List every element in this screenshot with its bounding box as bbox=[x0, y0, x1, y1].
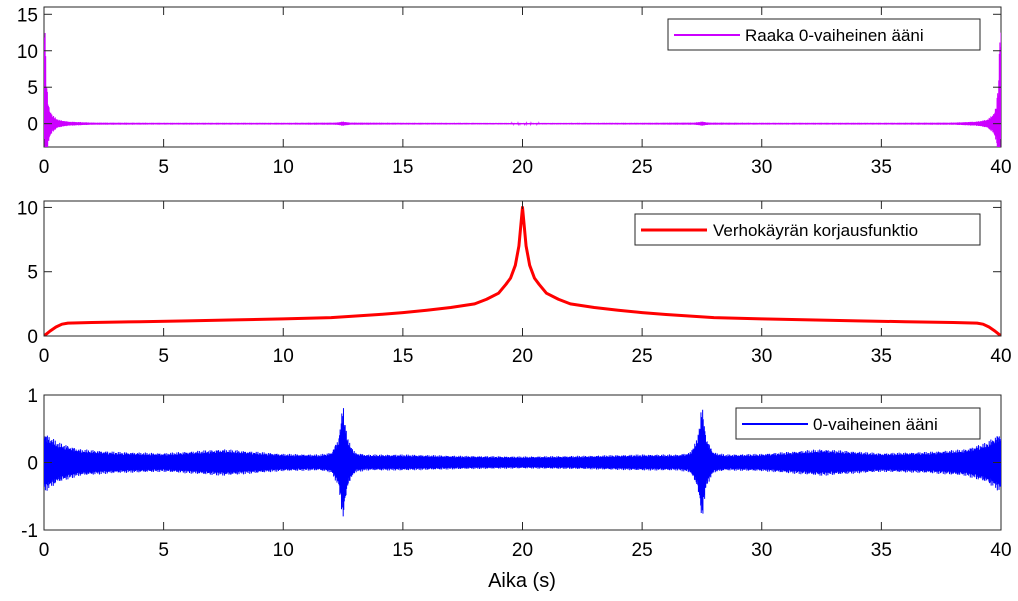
x-tick-label: 40 bbox=[990, 346, 1011, 367]
x-axis-label: Aika (s) bbox=[488, 570, 556, 592]
x-tick-label: 5 bbox=[158, 157, 169, 178]
series-line bbox=[44, 32, 1001, 147]
x-tick-label: 5 bbox=[158, 540, 169, 561]
x-tick-label: 0 bbox=[39, 540, 50, 561]
axis-ticks: 0 5 10 15 20 25 30 35 40 0 5 10 bbox=[17, 198, 1012, 367]
x-tick-label: 15 bbox=[392, 540, 413, 561]
x-tick-label: 20 bbox=[512, 346, 533, 367]
x-tick-label: 0 bbox=[39, 346, 50, 367]
y-tick-label: 5 bbox=[27, 263, 38, 284]
x-tick-label: 40 bbox=[990, 157, 1011, 178]
x-tick-label: 30 bbox=[751, 346, 772, 367]
legend: Verhokäyrän korjausfunktio bbox=[634, 213, 981, 246]
axis-ticks: 0 5 10 15 20 25 30 35 40-101 bbox=[21, 386, 1011, 561]
x-tick-label: 15 bbox=[392, 157, 413, 178]
x-tick-label: 10 bbox=[273, 540, 294, 561]
x-tick-label: 35 bbox=[871, 157, 892, 178]
y-tick-label: 10 bbox=[17, 42, 38, 63]
y-tick-label: 15 bbox=[17, 5, 38, 26]
subplot-raw-signal: 0 5 10 15 20 25 30 35 40 0 5 10 15 Raaka 0-vaiheinen… bbox=[17, 5, 1012, 178]
x-tick-label: 20 bbox=[512, 157, 533, 178]
subplot-zero-phase-signal: 0 5 10 15 20 25 30 35 40-101 Aika (s) 0-vaiheine… bbox=[21, 386, 1011, 592]
legend: Raaka 0-vaiheinen ääni bbox=[667, 18, 981, 51]
x-tick-label: 30 bbox=[751, 540, 772, 561]
x-tick-label: 0 bbox=[39, 157, 50, 178]
plot-area bbox=[44, 32, 1001, 147]
x-tick-label: 10 bbox=[273, 157, 294, 178]
x-tick-label: 25 bbox=[632, 346, 653, 367]
y-tick-label: -1 bbox=[21, 521, 38, 542]
x-tick-label: 40 bbox=[990, 540, 1011, 561]
y-tick-label: 0 bbox=[27, 115, 38, 136]
legend-label: Raaka 0-vaiheinen ääni bbox=[745, 26, 924, 45]
legend-label: 0-vaiheinen ääni bbox=[813, 415, 938, 434]
plot-area bbox=[44, 408, 1001, 517]
x-tick-label: 5 bbox=[158, 346, 169, 367]
x-tick-label: 30 bbox=[751, 157, 772, 178]
legend: 0-vaiheinen ääni bbox=[735, 407, 981, 440]
y-tick-label: 1 bbox=[27, 386, 38, 407]
y-tick-label: 5 bbox=[27, 78, 38, 99]
subplot-envelope-correction: 0 5 10 15 20 25 30 35 40 0 5 10 Verhokäyrän korjaus… bbox=[17, 198, 1012, 367]
x-tick-label: 25 bbox=[632, 157, 653, 178]
legend-label: Verhokäyrän korjausfunktio bbox=[713, 221, 918, 240]
x-tick-label: 35 bbox=[871, 540, 892, 561]
x-tick-label: 35 bbox=[871, 346, 892, 367]
series-line bbox=[44, 408, 1001, 517]
x-tick-label: 15 bbox=[392, 346, 413, 367]
x-tick-label: 10 bbox=[273, 346, 294, 367]
axis-ticks: 0 5 10 15 20 25 30 35 40 0 5 10 15 bbox=[17, 5, 1012, 178]
x-tick-label: 20 bbox=[512, 540, 533, 561]
y-tick-label: 0 bbox=[27, 454, 38, 475]
y-tick-label: 10 bbox=[17, 198, 38, 219]
x-tick-label: 25 bbox=[632, 540, 653, 561]
y-tick-label: 0 bbox=[27, 327, 38, 348]
